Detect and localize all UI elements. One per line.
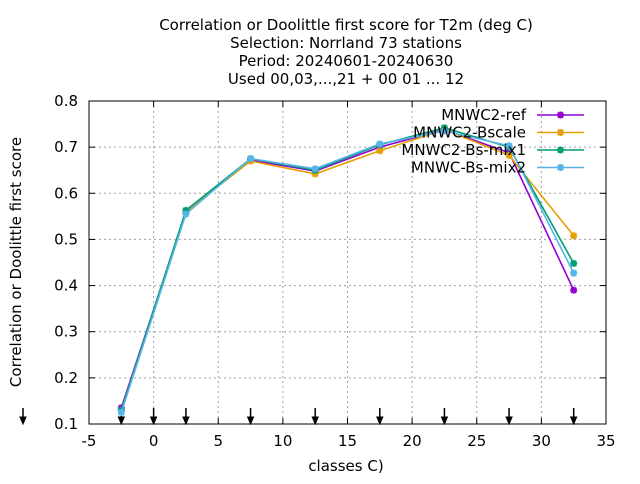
legend-marker — [557, 111, 564, 119]
y-tick-label: 0.7 — [54, 138, 78, 156]
arrow-marker-outside — [19, 408, 27, 426]
data-point — [505, 142, 513, 150]
legend-entry: MNWC-Bs-mix2 — [411, 159, 584, 177]
title-line-2: Selection: Norrland 73 stations — [230, 34, 462, 52]
x-tick-label: 10 — [273, 432, 292, 450]
legend-entry: MNWC2-ref — [441, 106, 584, 124]
title-line-4: Used 00,03,...,21 + 00 01 ... 12 — [228, 70, 464, 88]
axis-ticks: -5 0 5 10 15 20 25 30 35 0.1 0.2 0.3 0.4 0.5 0.6 0.7 0.8 — [54, 92, 615, 450]
title-line-3: Period: 20240601-20240630 — [239, 52, 454, 70]
data-point — [311, 165, 319, 173]
data-point — [376, 147, 384, 155]
data-point — [117, 408, 125, 416]
arrow-markers — [19, 408, 578, 426]
arrow-marker — [376, 408, 384, 426]
data-point — [570, 269, 578, 277]
series-line — [120, 130, 575, 413]
y-tick-label: 0.3 — [54, 323, 78, 341]
y-tick-label: 0.1 — [54, 415, 78, 433]
series-line — [120, 128, 575, 411]
legend-entry: MNWC2-Bs-mix1 — [401, 141, 584, 159]
arrow-marker — [505, 408, 513, 426]
y-tick-label: 0.8 — [54, 92, 78, 110]
data-point — [247, 155, 255, 163]
series — [117, 124, 578, 416]
x-tick-label: -5 — [82, 432, 97, 450]
legend-marker — [557, 129, 564, 136]
legend-label: MNWC2-ref — [441, 106, 526, 124]
legend-label: MNWC2-Bs-mix1 — [401, 141, 526, 159]
data-point — [570, 259, 578, 267]
arrow-marker — [569, 408, 578, 426]
x-tick-label: 30 — [532, 432, 551, 450]
arrow-marker — [149, 408, 158, 426]
y-tick-label: 0.5 — [54, 230, 78, 248]
x-tick-label: 35 — [596, 432, 615, 450]
y-tick-label: 0.4 — [54, 277, 78, 295]
data-point — [440, 127, 448, 135]
series-4 — [117, 127, 578, 416]
x-tick-label: 25 — [467, 432, 486, 450]
legend-label: MNWC-Bs-mix2 — [411, 159, 526, 177]
x-tick-label: 5 — [213, 432, 223, 450]
arrow-marker — [440, 408, 449, 426]
legend-entry: MNWC2-Bscale — [413, 124, 584, 142]
legend: MNWC2-refMNWC2-BscaleMNWC2-Bs-mix1MNWC-B… — [401, 106, 584, 177]
data-point — [182, 210, 190, 218]
title-line-1: Correlation or Doolittle first score for… — [159, 16, 533, 34]
y-tick-label: 0.6 — [54, 184, 78, 202]
data-point — [376, 140, 384, 148]
arrow-marker — [246, 408, 255, 426]
legend-label: MNWC2-Bscale — [413, 124, 526, 142]
x-tick-label: 15 — [338, 432, 357, 450]
data-point — [570, 286, 578, 294]
legend-marker — [557, 146, 564, 154]
arrow-marker — [311, 408, 319, 426]
data-point — [570, 232, 578, 240]
arrow-marker — [182, 408, 190, 426]
y-tick-label: 0.2 — [54, 369, 78, 387]
data-point — [505, 151, 513, 159]
legend-marker — [557, 164, 564, 171]
x-tick-label: 0 — [149, 432, 159, 450]
y-axis-label: Correlation or Doolittle first score — [7, 137, 25, 387]
x-tick-label: 20 — [403, 432, 422, 450]
grid — [89, 101, 606, 424]
chart-title: Correlation or Doolittle first score for… — [159, 16, 533, 88]
x-axis-label: classes C) — [308, 457, 383, 475]
